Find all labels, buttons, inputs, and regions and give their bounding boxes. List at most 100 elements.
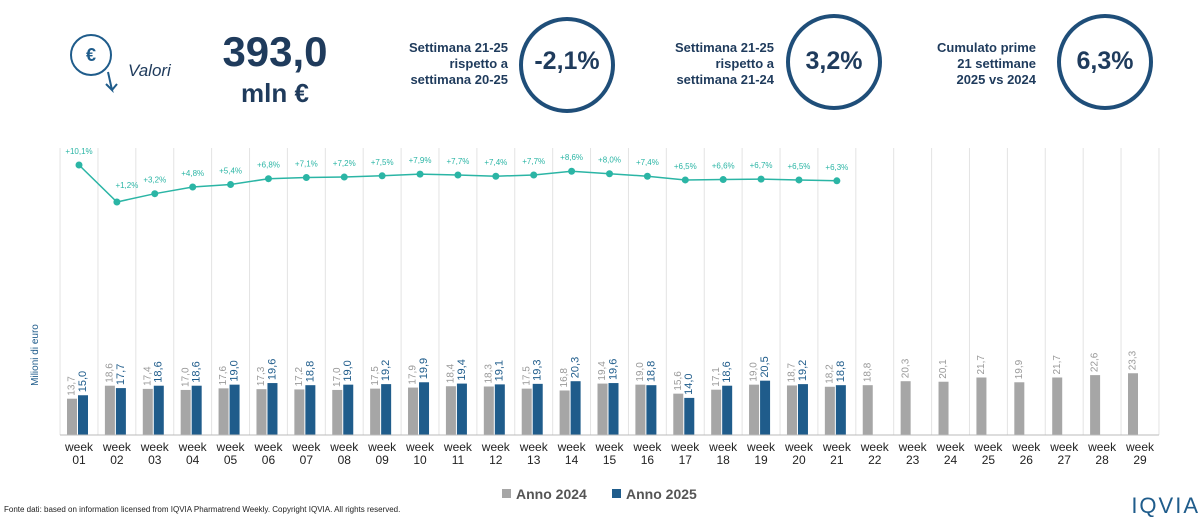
data-label: 19,0 [635,362,646,382]
bar [646,385,657,435]
bar [218,388,229,435]
bar [684,397,695,435]
bar [104,385,115,435]
legend-label: Anno 2024 [516,486,587,502]
bar [1052,377,1063,435]
data-label: 19,2 [797,360,809,381]
data-label: 19,2 [380,360,392,381]
data-label: 18,8 [835,361,847,382]
bar [370,388,381,435]
data-label: 18,8 [645,361,657,382]
bar [760,380,771,435]
icon-label: Valori [128,61,171,80]
bar [67,398,77,435]
kpi-value: 6,3% [1076,47,1134,75]
growth-label: +5,4% [219,167,242,176]
x-tick-label: week 11 [443,440,472,467]
data-label: 18,6 [191,361,203,382]
data-label: 20,1 [938,359,949,379]
growth-point [568,167,576,175]
x-tick-label: week 27 [1050,440,1079,467]
data-label: 20,3 [900,358,911,378]
data-label: 18,6 [105,363,116,383]
data-label: 18,8 [304,361,316,382]
data-label: 17,0 [332,367,343,387]
plot: 13,7 15,0 18,6 17,7 17,4 18,6 17,0 18,6 17,6 19,0… [59,147,1160,436]
kpi-label: settimana 21-24 [676,72,774,87]
bar [256,389,267,435]
logo: IQVIA [1131,493,1200,517]
kpi-label: rispetto a [715,56,774,71]
bar [570,381,581,435]
euro-icon [70,34,112,76]
bar [419,382,430,435]
x-tick-label: week 12 [481,440,510,467]
bar [191,385,202,435]
data-label: 17,6 [218,365,229,385]
growth-point [113,198,121,206]
data-label: 17,7 [115,364,127,385]
growth-label: +7,1% [295,159,318,168]
bar [180,389,191,435]
kpi-label: 2025 vs 2024 [956,72,1036,87]
bar [938,381,949,435]
data-label: 19,0 [749,362,760,382]
x-tick-label: week 02 [102,440,131,467]
data-label: 13,7 [67,376,78,396]
x-tick-label: week 20 [784,440,813,467]
growth-label: +8,0% [598,156,621,165]
data-label: 19,6 [607,359,619,380]
x-tick-label: week 23 [898,440,927,467]
data-label: 22,6 [1090,352,1101,372]
data-label: 19,4 [456,359,468,380]
bar [835,385,846,435]
data-label: 19,4 [597,361,608,381]
data-label: 21,7 [976,355,987,375]
x-tick-label: week 10 [406,440,435,467]
bar [381,384,392,435]
x-tick-label: week 16 [633,440,662,467]
growth-label: +6,5% [788,162,811,171]
kpi-label: 21 settimane [957,56,1036,71]
x-tick-label: week 07 [292,440,321,467]
unit: mln € [241,78,309,108]
data-label: 16,8 [559,368,570,388]
x-tick-label: week 14 [557,440,586,467]
source: Fonte dati: based on information license… [4,505,400,514]
bar [142,388,153,435]
x-tick-label: week 05 [216,440,245,467]
growth-label: +3,2% [143,176,166,185]
x-tick-label: week 04 [178,440,207,467]
bar [78,395,88,435]
growth-point [227,181,235,189]
growth-point [833,177,841,185]
bar [267,383,278,435]
bar [229,384,240,435]
x-tick-label: week 22 [860,440,889,467]
data-label: 23,3 [1128,350,1139,370]
growth-point [719,176,727,184]
kpi-label: rispetto a [449,56,508,71]
growth-point [264,175,272,183]
growth-label: +10,1% [65,147,92,156]
growth-point [643,172,651,180]
x-tick-label: week 13 [519,440,548,467]
kpi-circle [519,17,615,113]
kpi-value: -2,1% [534,47,600,75]
bar [862,385,873,435]
x-tick-label: week 21 [822,440,851,467]
kpi-circle [1057,14,1153,110]
bar [635,384,646,435]
data-label: 18,6 [721,361,733,382]
kpi-label: Settimana 21-25 [675,40,774,55]
growth-label: +6,8% [257,161,280,170]
growth-point [151,190,159,198]
x-tick-label: week 19 [747,440,776,467]
bar [115,388,126,435]
growth-point [416,170,424,178]
bar [521,388,532,435]
x-tick-label: week 15 [595,440,624,467]
bar [456,383,467,435]
growth-label: +4,8% [181,169,204,178]
